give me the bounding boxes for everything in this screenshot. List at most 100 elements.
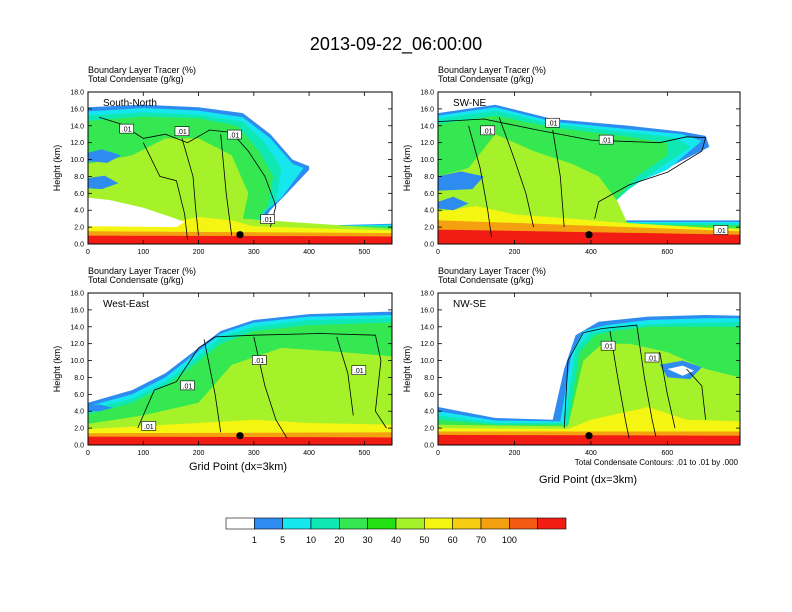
condensate-contour [659, 352, 676, 429]
contour-label: .01 [183, 383, 193, 390]
x-tick-label: 500 [359, 450, 371, 457]
y-tick-label: 0.0 [74, 242, 84, 249]
contour-label-box [598, 134, 614, 145]
y-tick-label: 2.0 [74, 426, 84, 433]
colorbar-label: 100 [502, 535, 517, 545]
y-tick-label: 14.0 [420, 123, 434, 130]
y-tick-label: 6.0 [424, 392, 434, 399]
y-tick-label: 18.0 [420, 291, 434, 298]
y-tick-label: 14.0 [70, 324, 84, 331]
contour-label-box [480, 125, 495, 136]
y-tick-label: 14.0 [70, 123, 84, 130]
condensate-contour [552, 129, 565, 228]
condensate-contour [98, 116, 277, 228]
tracer-band-red [88, 235, 392, 244]
contour-label: .01 [716, 228, 726, 235]
y-tick-label: 16.0 [70, 106, 84, 113]
contour-label: .01 [354, 368, 364, 375]
contour-label: .01 [548, 121, 558, 128]
y-tick-label: 2.0 [424, 426, 434, 433]
tracer-pocket [438, 196, 469, 211]
y-tick-label: 12.0 [70, 140, 84, 147]
colorbar-label: 60 [448, 535, 458, 545]
x-tick-label: 400 [303, 249, 315, 256]
condensate-contour [438, 118, 707, 219]
x-axis-label: Grid Point (dx=3km) [539, 474, 637, 486]
y-tick-label: 8.0 [424, 375, 434, 382]
panel-subtitle-condensate: Total Condensate (g/kg) [88, 275, 184, 285]
plot-frame [87, 91, 393, 245]
y-tick-label: 4.0 [424, 208, 434, 215]
panel-name: NW-SE [453, 299, 486, 310]
y-tick-label: 0.0 [424, 242, 434, 249]
y-tick-label: 4.0 [424, 409, 434, 416]
x-tick-label: 400 [585, 249, 597, 256]
tracer-band-yellowgreen [88, 347, 392, 445]
panel-subtitle-tracer: Boundary Layer Tracer (%) [438, 266, 546, 276]
panel-subtitle-tracer: Boundary Layer Tracer (%) [88, 65, 196, 75]
y-tick-label: 2.0 [74, 225, 84, 232]
contour-label: .01 [781, 228, 791, 235]
x-tick-label: 300 [248, 450, 260, 457]
x-tick-label: 200 [193, 249, 205, 256]
y-tick-label: 10.0 [420, 157, 434, 164]
colorbar-cell-yellowgreen [395, 517, 425, 530]
y-tick-label: 18.0 [70, 291, 84, 298]
plot-area: .01 .01 .01 .01 [88, 92, 392, 244]
y-tick-label: 4.0 [74, 409, 84, 416]
plot-frame [437, 91, 741, 245]
y-tick-label: 0.0 [424, 443, 434, 450]
contour-label: .01 [230, 133, 240, 140]
y-tick-label: 10.0 [70, 157, 84, 164]
plot-area: .01 .01 .01 .01 .01 [438, 92, 792, 244]
colorbar-cell-aqua [310, 517, 340, 530]
tracer-pocket [667, 365, 695, 376]
colorbar: 1 5 10 20 30 40 50 60 70 100 [225, 517, 567, 545]
plot-frame [87, 292, 393, 446]
contour-label-box [600, 340, 616, 351]
y-axis-label: Height (km) [52, 346, 62, 393]
contour-label-box [141, 421, 157, 431]
y-tick-label: 12.0 [70, 341, 84, 348]
x-tick-label: 0 [436, 450, 440, 457]
condensate-contour [686, 368, 706, 420]
contour-label-box [252, 355, 267, 365]
condensate-contour [563, 324, 657, 437]
colorbar-cell-orange [480, 517, 510, 530]
y-tick-label: 16.0 [70, 307, 84, 314]
y-tick-label: 10.0 [70, 358, 84, 365]
contour-label: .01 [144, 424, 154, 431]
colorbar-cell-redorange [509, 517, 538, 530]
panel-west-east: .01 .01 .01 .01 0.0 2.0 4.0 6.0 8.0 10.0 12.0 14.0 1… [52, 266, 393, 457]
y-tick-label: 16.0 [420, 106, 434, 113]
tracer-pocket [88, 404, 113, 412]
panel-subtitle-condensate: Total Condensate (g/kg) [438, 275, 534, 285]
colorbar-label: 30 [363, 535, 373, 545]
x-tick-label: 200 [509, 450, 521, 457]
y-tick-label: 6.0 [74, 392, 84, 399]
tracer-pocket [88, 175, 119, 190]
colorbar-cell-cyan [282, 517, 312, 530]
tracer-band-red [88, 436, 392, 445]
y-tick-label: 12.0 [420, 140, 434, 147]
panel-name: West-East [103, 299, 149, 310]
contour-label-box [779, 225, 792, 234]
colorbar-label: 70 [476, 535, 486, 545]
location-marker [585, 432, 593, 440]
contour-label-box [351, 365, 367, 375]
colorbar-label: 40 [391, 535, 401, 545]
x-tick-label: 0 [86, 249, 90, 256]
y-tick-label: 8.0 [424, 174, 434, 181]
contour-label-box [119, 123, 134, 134]
colorbar-cell-gold [452, 517, 482, 530]
colorbar-cell-red [537, 517, 567, 530]
tracer-band-red [438, 434, 740, 445]
x-tick-label: 0 [436, 249, 440, 256]
location-marker [585, 231, 593, 239]
contour-label: .01 [122, 127, 132, 134]
x-tick-label: 600 [662, 450, 674, 457]
figure-title: 2013-09-22_06:00:00 [310, 34, 482, 55]
colorbar-cell-white [225, 517, 255, 530]
contour-label-box [545, 117, 560, 128]
